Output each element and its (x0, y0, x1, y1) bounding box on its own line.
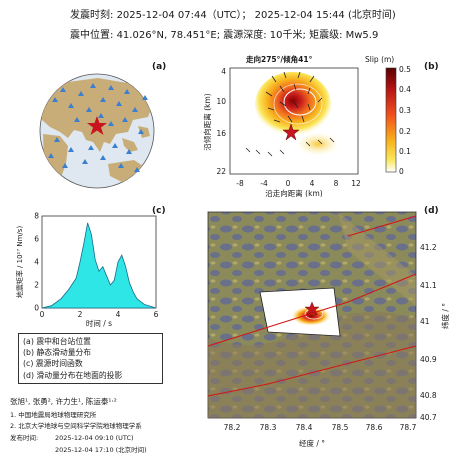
stf-ytick: 6 (34, 235, 39, 244)
d-ytick-5: 40.7 (420, 413, 437, 422)
authors: 张旭¹, 张勇², 许力生¹, 陈运泰¹·² (10, 397, 117, 406)
b-xtick-4: 8 (334, 179, 339, 188)
publish-time-label: 发布时间: (10, 434, 39, 442)
legend-item-a: (a) 震中和台站位置 (23, 337, 91, 346)
d-ytick-3: 40.9 (420, 355, 437, 364)
surface-projection-map: 78.2 78.3 78.4 78.5 78.6 78.7 41.2 41.1 … (207, 211, 450, 448)
d-ytick-2: 41 (420, 317, 430, 326)
station-map-globe (39, 73, 155, 189)
d-ylabel: 纬度 / ° (440, 303, 450, 329)
stf-xtick: 0 (40, 310, 45, 319)
b-xtick-3: 4 (310, 179, 315, 188)
epicenter-star-icon (87, 116, 107, 135)
b-xlabel: 沿走向距离 (km) (265, 188, 322, 197)
panel-c-label: (c) (152, 206, 166, 216)
origin-time-value: 2025-12-04 07:44（UTC）； 2025-12-04 15:44 … (116, 10, 396, 21)
panel-b-title: 走向275°/倾角41° (246, 55, 313, 64)
b-xtick-5: 12 (351, 179, 361, 188)
stf-ylabel: 地震矩率 / 10¹⁷ Nm/s) (15, 226, 24, 299)
cb-tick-1: 0.4 (399, 85, 411, 94)
source-time-function-chart: 0 2 4 6 8 0 2 4 6 时间 / s 地震矩率 / 10¹⁷ Nm/s) (15, 212, 159, 329)
b-xtick-1: -4 (260, 179, 268, 188)
b-xtick-0: -8 (236, 179, 244, 188)
legend-item-c: (c) 震源时间函数 (23, 359, 83, 369)
station-triangles (48, 83, 148, 172)
d-xtick-3: 78.5 (332, 423, 349, 432)
d-xlabel: 经度 / ° (299, 438, 325, 448)
origin-time-line: 发震时刻: 2025-12-04 07:44（UTC）； 2025-12-04 … (70, 10, 396, 22)
affiliation-1: 1. 中国地震局地球物理研究所 (10, 411, 97, 419)
publish-time-utc: 2025-12-04 09:10 (UTC) (55, 434, 134, 442)
colorbar-title: Slip (m) (365, 55, 395, 64)
legend-item-d: (d) 滑动量分布在地面的投影 (23, 370, 123, 380)
b-ylabel: 沿倾向距离 (km) (202, 93, 212, 150)
cb-tick-3: 0.2 (399, 127, 411, 136)
b-xtick-2: 0 (286, 179, 291, 188)
d-xtick-2: 78.4 (296, 423, 313, 432)
cb-tick-4: 0.1 (399, 147, 411, 156)
cb-tick-0: 0.5 (399, 66, 411, 74)
affiliation-2: 2. 北京大学地球与空间科学学院地球物理学系 (10, 422, 142, 430)
active-faults (207, 215, 417, 397)
epicenter-label: 震中位置: (70, 30, 114, 41)
b-ytick-2: 16 (216, 129, 226, 138)
stf-ytick: 0 (34, 304, 39, 313)
stf-ytick: 4 (34, 258, 39, 267)
b-ytick-0: 4 (221, 67, 226, 76)
stf-xlabel: 时间 / s (86, 318, 112, 328)
stf-area (41, 222, 157, 309)
epicenter-line: 震中位置: 41.026°N, 78.451°E; 震源深度: 10千米; 矩震… (70, 30, 378, 42)
legend-item-b: (b) 静态滑动量分布 (23, 348, 92, 358)
panel-d-label: (d) (424, 206, 439, 216)
d-xtick-4: 78.6 (366, 423, 383, 432)
stf-xtick: 2 (78, 310, 83, 319)
panel-legend: (a) 震中和台站位置 (b) 静态滑动量分布 (c) 震源时间函数 (d) 滑… (18, 333, 163, 384)
b-ytick-1: 10 (216, 97, 226, 106)
stf-xtick: 4 (116, 310, 121, 319)
d-ytick-4: 40.8 (420, 391, 437, 400)
d-xtick-0: 78.2 (224, 423, 241, 432)
origin-time-label: 发震时刻: (70, 10, 114, 21)
publish-time-beijing: 2025-12-04 17:10 (北京时间) (55, 446, 147, 454)
b-ytick-3: 22 (216, 167, 226, 176)
stf-xtick: 6 (154, 310, 159, 319)
d-ytick-1: 41.1 (420, 281, 437, 290)
stf-ytick: 2 (34, 281, 39, 290)
epicenter-value: 41.026°N, 78.451°E; 震源深度: 10千米; 矩震级: Mw5… (116, 30, 379, 41)
cb-tick-5: 0 (399, 167, 404, 176)
d-xtick-5: 78.7 (400, 423, 417, 432)
cb-tick-2: 0.3 (399, 106, 411, 115)
projected-epicenter-star-icon (304, 301, 320, 316)
panel-a-label: (a) (152, 62, 167, 72)
panel-b-label: (b) (424, 62, 439, 72)
hypocenter-star-icon (282, 123, 300, 141)
d-xtick-1: 78.3 (260, 423, 277, 432)
slip-distribution-plot: -8 -4 0 4 8 12 4 10 16 22 沿走向距离 (km) 沿倾向… (202, 67, 361, 197)
slip-colorbar: 0.5 0.4 0.3 0.2 0.1 0 (385, 66, 411, 176)
stf-ytick: 8 (34, 212, 39, 221)
d-ytick-0: 41.2 (420, 243, 437, 252)
